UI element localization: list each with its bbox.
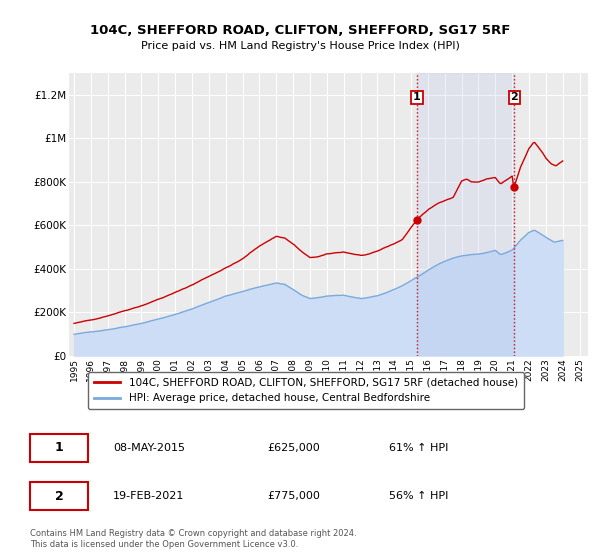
Text: £625,000: £625,000: [268, 443, 320, 453]
FancyBboxPatch shape: [30, 433, 88, 462]
Text: 19-FEB-2021: 19-FEB-2021: [113, 491, 184, 501]
Text: Price paid vs. HM Land Registry's House Price Index (HPI): Price paid vs. HM Land Registry's House …: [140, 41, 460, 51]
Bar: [417, 73, 514, 356]
Text: 61% ↑ HPI: 61% ↑ HPI: [389, 443, 448, 453]
Text: Contains HM Land Registry data © Crown copyright and database right 2024.
This d: Contains HM Land Registry data © Crown c…: [30, 529, 356, 549]
Text: 104C, SHEFFORD ROAD, CLIFTON, SHEFFORD, SG17 5RF: 104C, SHEFFORD ROAD, CLIFTON, SHEFFORD, …: [90, 24, 510, 38]
Text: 2: 2: [511, 92, 518, 102]
Text: 1: 1: [413, 92, 421, 102]
Text: 1: 1: [55, 441, 64, 454]
Text: £775,000: £775,000: [268, 491, 320, 501]
Text: 2: 2: [55, 489, 64, 503]
Text: 56% ↑ HPI: 56% ↑ HPI: [389, 491, 448, 501]
Text: 08-MAY-2015: 08-MAY-2015: [113, 443, 185, 453]
Legend: 104C, SHEFFORD ROAD, CLIFTON, SHEFFORD, SG17 5RF (detached house), HPI: Average : 104C, SHEFFORD ROAD, CLIFTON, SHEFFORD, …: [88, 372, 524, 409]
FancyBboxPatch shape: [30, 482, 88, 510]
